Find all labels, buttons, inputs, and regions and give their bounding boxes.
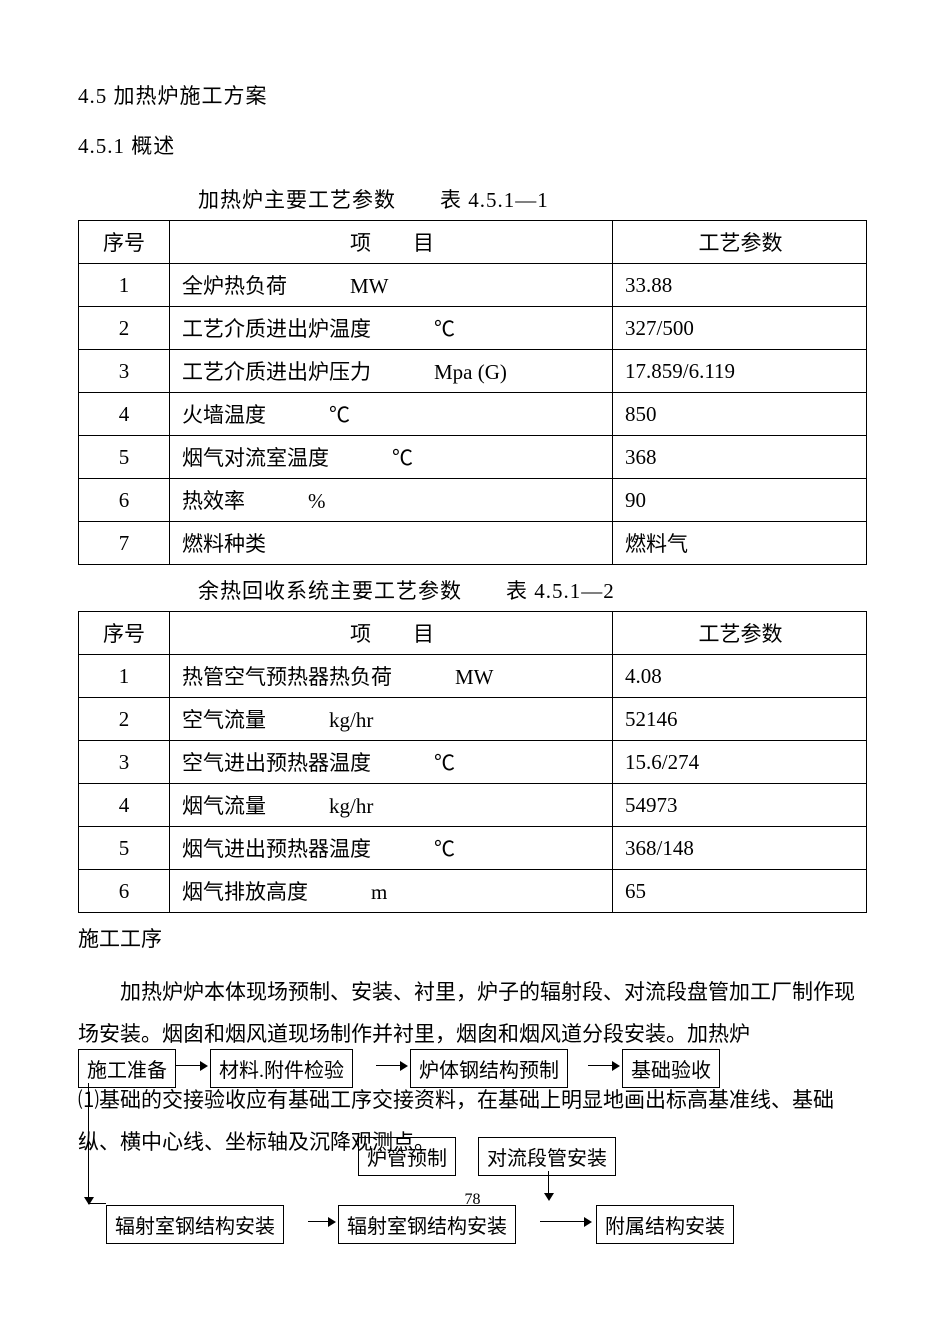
table-row: 3 空气进出预热器温度 ℃ 15.6/274 xyxy=(79,741,867,784)
cell-seq: 1 xyxy=(79,655,170,698)
flow-box-radiation-install-2: 辐射室钢结构安装 xyxy=(338,1205,516,1244)
cell-item: 全炉热负荷 MW xyxy=(170,264,613,307)
cell-val: 4.08 xyxy=(613,655,867,698)
page-container: 4.5 加热炉施工方案 4.5.1 概述 加热炉主要工艺参数 表 4.5.1—1… xyxy=(0,0,945,1337)
table-row: 1 热管空气预热器热负荷 MW 4.08 xyxy=(79,655,867,698)
table-row: 6 烟气排放高度 m 65 xyxy=(79,870,867,913)
cell-item: 烟气流量 kg/hr xyxy=(170,784,613,827)
table1: 序号 项 目 工艺参数 1 全炉热负荷 MW 33.88 2 工艺介质进出炉温度… xyxy=(78,220,867,565)
cell-seq: 1 xyxy=(79,264,170,307)
cell-seq: 2 xyxy=(79,307,170,350)
paragraph-1: 加热炉炉本体现场预制、安装、衬里，炉子的辐射段、对流段盘管加工厂制作现场安装。烟… xyxy=(78,971,867,1055)
table-row: 7 燃料种类 燃料气 xyxy=(79,522,867,565)
cell-val: 17.859/6.119 xyxy=(613,350,867,393)
cell-item: 工艺介质进出炉压力 Mpa (G) xyxy=(170,350,613,393)
section-process-title: 施工工序 xyxy=(78,923,867,953)
paragraph-2: ⑴基础的交接验收应有基础工序交接资料，在基础上明显地画出标高基准线、基础纵、横中… xyxy=(78,1079,858,1163)
table-row: 3 工艺介质进出炉压力 Mpa (G) 17.859/6.119 xyxy=(79,350,867,393)
flow-box-radiation-install-1: 辐射室钢结构安装 xyxy=(106,1205,284,1244)
cell-val: 368 xyxy=(613,436,867,479)
table2-title: 余热回收系统主要工艺参数 表 4.5.1—2 xyxy=(78,575,867,605)
heading-main: 4.5 加热炉施工方案 xyxy=(78,80,867,110)
arrow-icon xyxy=(588,1065,618,1066)
page-number: 78 xyxy=(465,1191,481,1209)
table1-header-val: 工艺参数 xyxy=(613,221,867,264)
cell-seq: 5 xyxy=(79,436,170,479)
cell-seq: 2 xyxy=(79,698,170,741)
table2-header-item: 项 目 xyxy=(170,612,613,655)
arrow-icon xyxy=(308,1221,334,1222)
table2-header-row: 序号 项 目 工艺参数 xyxy=(79,612,867,655)
table2: 序号 项 目 工艺参数 1 热管空气预热器热负荷 MW 4.08 2 空气流量 … xyxy=(78,611,867,913)
cell-seq: 7 xyxy=(79,522,170,565)
cell-item: 烟气进出预热器温度 ℃ xyxy=(170,827,613,870)
table-row: 2 空气流量 kg/hr 52146 xyxy=(79,698,867,741)
cell-val: 850 xyxy=(613,393,867,436)
cell-val: 65 xyxy=(613,870,867,913)
table1-title: 加热炉主要工艺参数 表 4.5.1—1 xyxy=(78,184,867,214)
cell-val: 52146 xyxy=(613,698,867,741)
heading-sub: 4.5.1 概述 xyxy=(78,130,867,160)
cell-item: 烟气对流室温度 ℃ xyxy=(170,436,613,479)
cell-seq: 5 xyxy=(79,827,170,870)
cell-val: 33.88 xyxy=(613,264,867,307)
table-row: 4 火墙温度 ℃ 850 xyxy=(79,393,867,436)
cell-seq: 3 xyxy=(79,741,170,784)
table-row: 5 烟气对流室温度 ℃ 368 xyxy=(79,436,867,479)
cell-seq: 6 xyxy=(79,479,170,522)
cell-val: 368/148 xyxy=(613,827,867,870)
table1-header-item: 项 目 xyxy=(170,221,613,264)
cell-seq: 6 xyxy=(79,870,170,913)
cell-item: 燃料种类 xyxy=(170,522,613,565)
cell-item: 工艺介质进出炉温度 ℃ xyxy=(170,307,613,350)
table1-header-seq: 序号 xyxy=(79,221,170,264)
arrow-icon xyxy=(540,1221,590,1222)
cell-seq: 4 xyxy=(79,393,170,436)
cell-item: 火墙温度 ℃ xyxy=(170,393,613,436)
table-row: 1 全炉热负荷 MW 33.88 xyxy=(79,264,867,307)
table-row: 2 工艺介质进出炉温度 ℃ 327/500 xyxy=(79,307,867,350)
arrow-icon xyxy=(376,1065,406,1066)
cell-val: 90 xyxy=(613,479,867,522)
table-row: 6 热效率 % 90 xyxy=(79,479,867,522)
cell-item: 空气流量 kg/hr xyxy=(170,698,613,741)
connector-line xyxy=(88,1203,106,1204)
cell-seq: 3 xyxy=(79,350,170,393)
cell-val: 327/500 xyxy=(613,307,867,350)
arrow-icon xyxy=(176,1065,206,1066)
table1-header-row: 序号 项 目 工艺参数 xyxy=(79,221,867,264)
table-row: 4 烟气流量 kg/hr 54973 xyxy=(79,784,867,827)
cell-item: 烟气排放高度 m xyxy=(170,870,613,913)
cell-item: 热效率 % xyxy=(170,479,613,522)
flowchart-with-overlay: ⑴基础的交接验收应有基础工序交接资料，在基础上明显地画出标高基准线、基础纵、横中… xyxy=(78,1045,867,1245)
table-row: 5 烟气进出预热器温度 ℃ 368/148 xyxy=(79,827,867,870)
cell-val: 15.6/274 xyxy=(613,741,867,784)
table2-header-seq: 序号 xyxy=(79,612,170,655)
cell-item: 热管空气预热器热负荷 MW xyxy=(170,655,613,698)
cell-val: 54973 xyxy=(613,784,867,827)
arrow-icon xyxy=(548,1171,549,1199)
cell-val: 燃料气 xyxy=(613,522,867,565)
cell-seq: 4 xyxy=(79,784,170,827)
table2-header-val: 工艺参数 xyxy=(613,612,867,655)
flow-box-accessory-install: 附属结构安装 xyxy=(596,1205,734,1244)
cell-item: 空气进出预热器温度 ℃ xyxy=(170,741,613,784)
